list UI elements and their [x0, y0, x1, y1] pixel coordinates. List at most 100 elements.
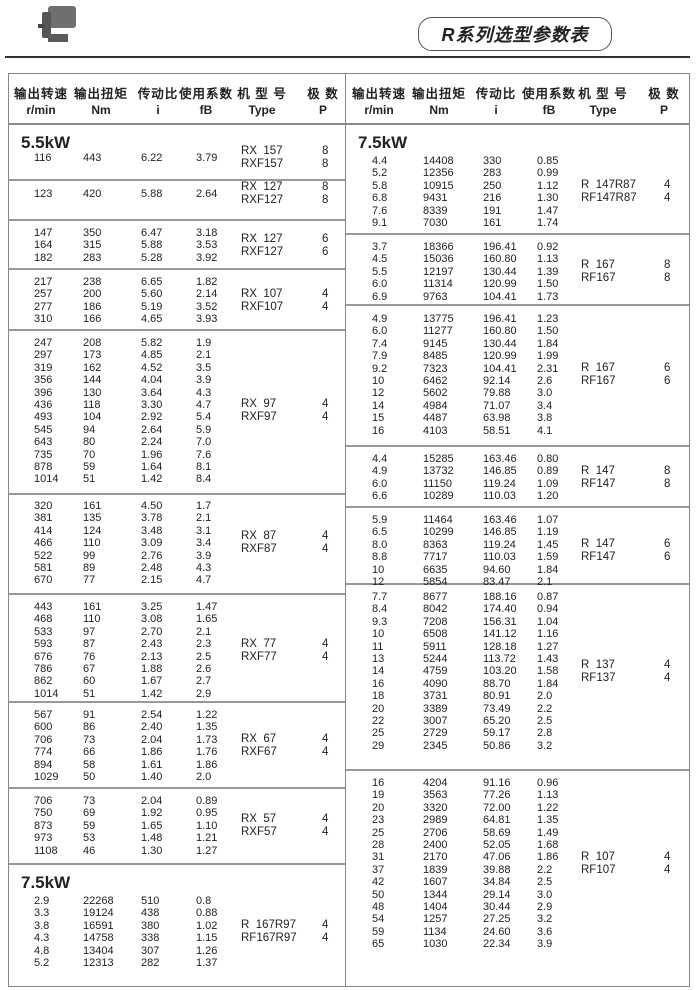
- model-type: RXF87: [241, 543, 277, 556]
- ratio-cell: 2.40: [141, 721, 163, 734]
- ratio-cell: 1.40: [141, 770, 163, 783]
- type-block: R 137 4 RF137 4: [346, 659, 689, 685]
- speed-cell: 643: [34, 436, 53, 449]
- ratio-cell: 34.84: [483, 876, 511, 889]
- ratio-cell: 1.67: [141, 675, 163, 688]
- ratio-cell: 380: [141, 919, 160, 932]
- table-header: 输出转速 r/min 输出扭矩 Nm 传动比 i 使用系数 fB 机 型 号 Type 极 数 P: [346, 74, 689, 125]
- model-type: R 137: [581, 658, 615, 671]
- torque-cell: 9431: [423, 192, 448, 205]
- column-header-unit: Type: [248, 103, 276, 117]
- ratio-cell: 438: [141, 907, 160, 920]
- torque-cell: 70: [83, 448, 96, 461]
- speed-cell: 3.8: [34, 919, 50, 932]
- torque-cell: 73: [83, 733, 96, 746]
- service-factor-cell: 2.1: [196, 625, 212, 638]
- pole-count: 4: [322, 650, 329, 663]
- ratio-cell: 156.31: [483, 615, 517, 628]
- ratio-cell: 1.42: [141, 473, 163, 486]
- model-type: R 147: [581, 464, 615, 477]
- service-factor-cell: 1.59: [537, 551, 559, 564]
- torque-cell: 73: [83, 795, 96, 807]
- service-factor-cell: 1.68: [537, 838, 559, 851]
- selection-group: 217 238 6.65 1.82 257 200 5.60 2.14 277 186 5.19 3.…: [9, 270, 345, 331]
- type-line: RXF57 4: [9, 826, 345, 839]
- ratio-cell: 1.30: [141, 844, 163, 857]
- table-row: 54 1257 27.25 3.2: [346, 913, 689, 925]
- service-factor-cell: 1.74: [537, 216, 559, 229]
- service-factor-cell: 2.0: [196, 770, 212, 783]
- ratio-cell: 2.92: [141, 411, 163, 424]
- service-factor-cell: 1.22: [196, 709, 218, 721]
- speed-cell: 182: [34, 251, 53, 264]
- ratio-cell: 3.30: [141, 398, 163, 411]
- ratio-cell: 160.80: [483, 253, 517, 266]
- table-row: 735 70 1.96 7.6: [9, 449, 345, 461]
- pole-count: 6: [322, 245, 329, 258]
- table-row: 545 94 2.64 5.9: [9, 424, 345, 436]
- type-line: R 107 4: [346, 851, 689, 864]
- speed-cell: 48: [372, 900, 385, 913]
- table-row: 13 5244 113.72 1.43: [346, 653, 689, 665]
- torque-cell: 15285: [423, 453, 454, 465]
- torque-cell: 13404: [83, 944, 114, 957]
- selection-group: 706 73 2.04 0.89 750 69 1.92 0.95 873 59 1.65 1.10 9…: [9, 789, 345, 865]
- table-row: 5.5 12197 130.44 1.39: [346, 266, 689, 278]
- pole-count: 8: [322, 145, 329, 158]
- speed-cell: 396: [34, 386, 53, 399]
- ratio-cell: 30.44: [483, 900, 511, 913]
- torque-cell: 60: [83, 675, 96, 688]
- speed-cell: 147: [34, 227, 53, 239]
- type-line: RXF77 4: [9, 651, 345, 664]
- ratio-cell: 72.00: [483, 801, 511, 814]
- service-factor-cell: 1.02: [196, 919, 218, 932]
- torque-cell: 1344: [423, 888, 448, 901]
- torque-cell: 87: [83, 638, 96, 651]
- speed-cell: 493: [34, 411, 53, 424]
- type-line: RF167R97 4: [9, 932, 345, 945]
- service-factor-cell: 2.2: [537, 863, 553, 876]
- speed-cell: 8.8: [372, 551, 388, 564]
- column-header-zh: 极 数: [307, 87, 339, 101]
- model-type: RF107: [581, 863, 616, 876]
- speed-cell: 59: [372, 925, 385, 938]
- speed-cell: 3.3: [34, 907, 50, 920]
- speed-cell: 1029: [34, 770, 59, 783]
- ratio-cell: 39.88: [483, 863, 511, 876]
- ratio-cell: 103.20: [483, 665, 517, 678]
- row-list: 147 350 6.47 3.18 164 315 5.88 3.53 182 283 5.28 3.…: [9, 227, 345, 264]
- service-factor-cell: 2.1: [537, 575, 553, 588]
- service-factor-cell: 3.5: [196, 361, 212, 374]
- service-factor-cell: 1.65: [196, 613, 218, 626]
- pole-count: 4: [664, 863, 671, 876]
- ratio-cell: 77.26: [483, 789, 511, 802]
- torque-cell: 58: [83, 758, 96, 771]
- type-line: R 167 6: [346, 362, 689, 375]
- service-factor-cell: 1.76: [196, 746, 218, 759]
- ratio-cell: 5.60: [141, 288, 163, 301]
- model-type: RF167R97: [241, 932, 297, 945]
- table-row: 20 3320 72.00 1.22: [346, 802, 689, 814]
- torque-cell: 14758: [83, 932, 114, 945]
- speed-cell: 12: [372, 387, 385, 400]
- pole-count: 8: [664, 272, 671, 284]
- table-row: 4.4 14408 330 0.85: [346, 155, 689, 167]
- table-row: 468 110 3.08 1.65: [9, 613, 345, 625]
- model-type: RXF157: [241, 158, 284, 171]
- type-block: R 107 4 RF107 4: [346, 851, 689, 877]
- torque-cell: 283: [83, 251, 102, 264]
- ratio-cell: 163.46: [483, 453, 517, 465]
- torque-cell: 4487: [423, 412, 448, 425]
- service-factor-cell: 1.82: [196, 276, 218, 288]
- service-factor-cell: 1.13: [537, 789, 559, 802]
- row-list: 3.7 18366 196.41 0.92 4.5 15036 160.80 1.13 5.5 1…: [346, 241, 689, 303]
- table-row: 320 161 4.50 1.7: [9, 500, 345, 512]
- pole-count: 4: [664, 671, 671, 684]
- model-type: RX 97: [241, 398, 277, 411]
- speed-cell: 8.4: [372, 603, 388, 616]
- table-row: 22 3007 65.20 2.5: [346, 715, 689, 727]
- service-factor-cell: 1.35: [537, 814, 559, 827]
- service-factor-cell: 3.9: [196, 374, 212, 387]
- speed-cell: 18: [372, 690, 385, 703]
- row-list: 16 4204 91.16 0.96 19 3563 77.26 1.13 20 3320 72.0…: [346, 777, 689, 950]
